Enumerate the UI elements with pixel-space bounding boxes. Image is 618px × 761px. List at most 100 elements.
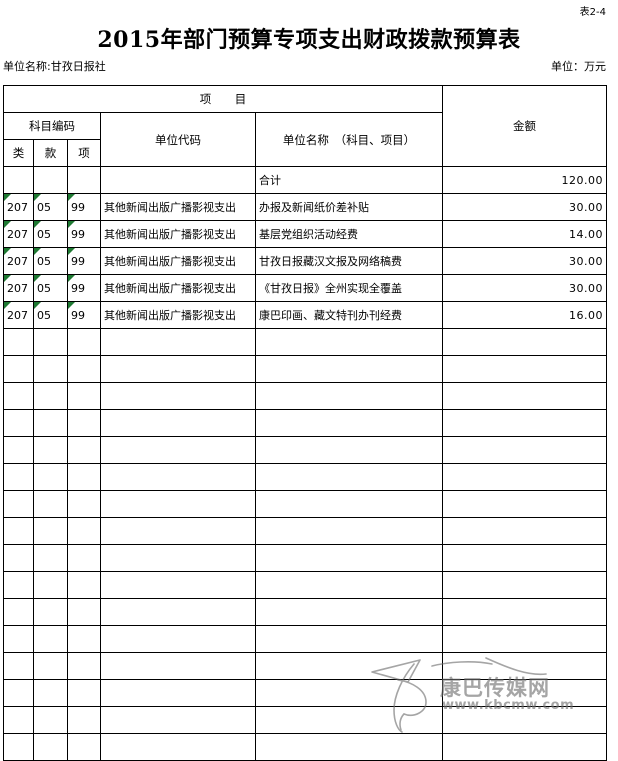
cell-empty (67, 679, 101, 707)
cell-empty (100, 436, 256, 464)
table-row-empty (3, 625, 608, 653)
cell-empty (100, 490, 256, 518)
header-unit-code: 单位代码 (100, 112, 256, 167)
table-row-empty (3, 652, 608, 680)
cell-unit-code: 其他新闻出版广播影视支出 (100, 301, 256, 329)
cell-empty (100, 382, 256, 410)
cell-empty (100, 355, 256, 383)
cell-empty (254, 355, 444, 383)
cell-empty (33, 598, 68, 626)
cell-empty (67, 571, 101, 599)
cell-empty (254, 409, 444, 437)
cell-empty (442, 544, 608, 572)
cell-unit-name: 《甘孜日报》全州实现全覆盖 (254, 274, 444, 302)
table-row-empty (3, 355, 608, 383)
table-row-empty (3, 571, 608, 599)
cell-empty (33, 409, 68, 437)
cell-empty (442, 625, 608, 653)
cell-amount: 16.00 (442, 301, 608, 329)
table-row: 207 05 99 其他新闻出版广播影视支出 办报及新闻纸价差补贴 30.00 (3, 193, 608, 221)
cell-empty (442, 382, 608, 410)
cell-empty (442, 598, 608, 626)
cell-empty (254, 652, 444, 680)
cell-unit-name: 康巴印画、藏文特刊办刊经费 (254, 301, 444, 329)
cell-empty (3, 598, 34, 626)
cell-code-item: 99 (67, 193, 101, 221)
table-row-empty (3, 409, 608, 437)
table-row-empty (3, 706, 608, 734)
cell-code-section: 05 (33, 301, 68, 329)
cell-empty (254, 679, 444, 707)
cell-code-class: 207 (3, 247, 34, 275)
table-row: 207 05 99 其他新闻出版广播影视支出 《甘孜日报》全州实现全覆盖 30.00 (3, 274, 608, 302)
header-row-code-sub: 类 款 项 (3, 139, 607, 167)
cell-empty (100, 571, 256, 599)
cell-empty (33, 652, 68, 680)
cell-amount: 120.00 (442, 166, 608, 194)
budget-table: 项 目 金额 科目编码 单位代码 单位名称 （科目、项目） 类 款 项 合计 12… (2, 85, 608, 761)
table-row-total: 合计 120.00 (3, 166, 608, 194)
cell-empty (442, 652, 608, 680)
cell-empty (67, 436, 101, 464)
cell-empty (3, 517, 34, 545)
cell-code-section: 05 (33, 193, 68, 221)
cell-empty (67, 706, 101, 734)
cell-empty (67, 382, 101, 410)
cell-empty (254, 382, 444, 410)
cell-empty (254, 463, 444, 491)
header-code-item: 项 (67, 139, 101, 167)
table-row-empty (3, 382, 608, 410)
cell-code-item: 99 (67, 220, 101, 248)
cell-empty (3, 409, 34, 437)
table-row-empty (3, 328, 608, 356)
cell-unit-code: 其他新闻出版广播影视支出 (100, 220, 256, 248)
header-code-section: 款 (33, 139, 68, 167)
cell-empty (100, 706, 256, 734)
cell-empty (100, 598, 256, 626)
cell-unit-code: 其他新闻出版广播影视支出 (100, 274, 256, 302)
table-row-empty (3, 544, 608, 572)
cell-empty (3, 328, 34, 356)
cell-empty (33, 544, 68, 572)
table-row: 207 05 99 其他新闻出版广播影视支出 基层党组织活动经费 14.00 (3, 220, 608, 248)
cell-code-item: 99 (67, 301, 101, 329)
cell-empty (67, 517, 101, 545)
cell-code-section: 05 (33, 274, 68, 302)
cell-code-item: 99 (67, 247, 101, 275)
cell-empty (3, 490, 34, 518)
table-row-empty (3, 436, 608, 464)
cell-empty (3, 625, 34, 653)
cell-empty (67, 463, 101, 491)
cell-empty (33, 463, 68, 491)
cell-empty (254, 436, 444, 464)
cell-empty (33, 355, 68, 383)
table-row-empty (3, 598, 608, 626)
cell-empty (33, 490, 68, 518)
cell-amount: 30.00 (442, 247, 608, 275)
table-row-empty (3, 733, 608, 761)
cell-empty (33, 382, 68, 410)
cell-unit-name: 甘孜日报藏汉文报及网络稿费 (254, 247, 444, 275)
cell-empty (442, 706, 608, 734)
cell-unit-code: 其他新闻出版广播影视支出 (100, 193, 256, 221)
cell-empty (33, 706, 68, 734)
cell-empty (442, 355, 608, 383)
cell-empty (67, 544, 101, 572)
cell-empty (3, 382, 34, 410)
cell-empty (442, 436, 608, 464)
cell-code-class: 207 (3, 220, 34, 248)
cell-empty (67, 490, 101, 518)
cell-empty (100, 409, 256, 437)
cell-empty (100, 652, 256, 680)
cell-empty (100, 544, 256, 572)
table-row-empty (3, 679, 608, 707)
header-unit-name: 单位名称 （科目、项目） (254, 112, 444, 167)
cell-empty (33, 733, 68, 761)
cell-empty (442, 733, 608, 761)
table-row-empty (3, 490, 608, 518)
cell-empty (254, 733, 444, 761)
table-row-empty (3, 517, 608, 545)
cell-empty (3, 706, 34, 734)
cell-empty (33, 328, 68, 356)
table-header: 项 目 金额 科目编码 单位代码 单位名称 （科目、项目） 类 款 项 (2, 85, 608, 167)
